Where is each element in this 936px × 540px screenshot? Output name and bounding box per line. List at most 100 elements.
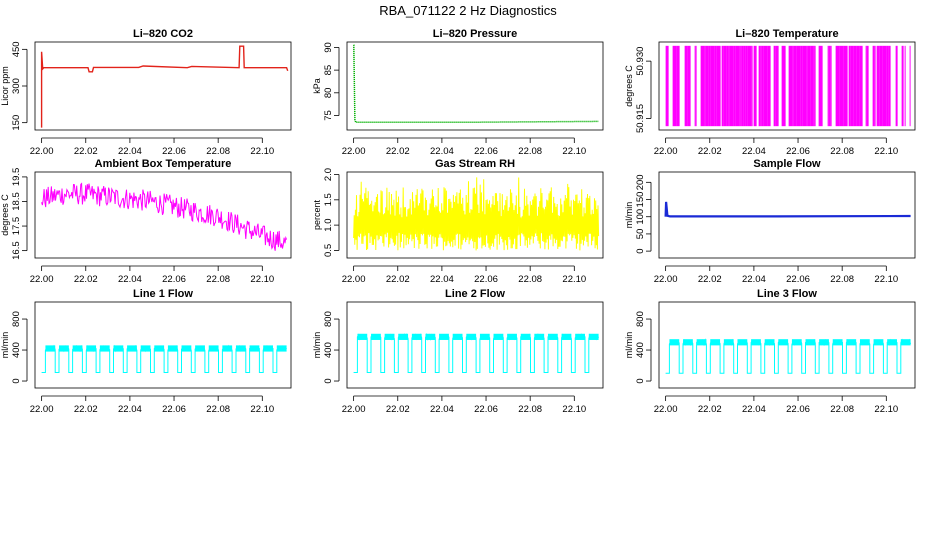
y-axis-label: percent <box>312 199 322 230</box>
x-tick-label: 22.08 <box>206 404 230 415</box>
flow-high-band <box>452 333 463 340</box>
flow-high-band <box>249 345 260 352</box>
temperature-bar <box>705 45 709 127</box>
flow-high-band <box>154 345 165 352</box>
y-axis-label: degrees C <box>624 65 634 107</box>
y-tick-label: 50.930 <box>635 47 646 76</box>
temperature-bar <box>788 45 793 127</box>
panel-title: Gas Stream RH <box>435 158 515 170</box>
y-tick-label: 1.0 <box>323 219 334 232</box>
temperature-bar <box>876 45 880 127</box>
y-tick-label: 50.915 <box>635 104 646 133</box>
flow-high-band <box>819 339 829 346</box>
temperature-bar <box>859 45 863 127</box>
x-tick-label: 22.10 <box>874 274 898 285</box>
y-tick-label: 0 <box>11 378 22 383</box>
panel-title: Line 2 Flow <box>445 288 505 300</box>
temperature-bar <box>665 45 669 127</box>
flow-high-band <box>791 339 802 346</box>
x-axis: 22.00 22.02 22.04 22.06 22.08 22.10 <box>654 265 898 285</box>
temperature-bar <box>760 45 762 127</box>
panel-line3: Line 3 Flow 22.00 22.02 22.04 22.06 22.08 22.1… <box>624 288 916 415</box>
y-tick-label: 150 <box>635 192 646 208</box>
temperature-bar <box>866 45 869 127</box>
panel-pressure: Li–820 Pressure 22.00 22.02 22.04 22.06 22.08… <box>312 28 604 157</box>
plot-frame <box>658 301 916 389</box>
flow-high-band <box>507 333 517 340</box>
x-tick-label: 22.10 <box>874 146 898 157</box>
temperature-bar <box>879 45 883 127</box>
temperature-bar <box>802 45 807 127</box>
temperature-bar <box>758 45 761 127</box>
flow-high-band <box>887 339 897 346</box>
y-tick-label: 0 <box>323 378 334 383</box>
x-tick-label: 22.10 <box>562 146 586 157</box>
series-line3 <box>665 338 912 374</box>
y-axis-label: Licor ppm <box>0 66 10 106</box>
temperature-bar <box>687 45 691 127</box>
y-tick-label: 90 <box>323 42 334 53</box>
x-tick-label: 22.02 <box>74 274 98 285</box>
y-axis: 0 400 800 <box>323 311 340 384</box>
x-tick-label: 22.08 <box>830 404 854 415</box>
flow-high-band <box>276 345 287 352</box>
temperature-bar <box>827 45 829 127</box>
flow-high-band <box>72 345 83 352</box>
flow-high-band <box>710 339 721 346</box>
box-temperature-line <box>41 182 288 251</box>
x-tick-label: 22.00 <box>342 146 366 157</box>
temperature-bar <box>695 45 697 127</box>
figure-title: RBA_071122 2 Hz Diagnostics <box>379 3 557 18</box>
panel-sample_flow: Sample Flow 22.00 22.02 22.04 22.06 22.08 22.1… <box>624 158 916 285</box>
temperature-bar <box>694 45 696 127</box>
temperature-bar <box>708 45 711 127</box>
x-tick-label: 22.06 <box>474 404 498 415</box>
x-tick-label: 22.00 <box>342 274 366 285</box>
flow-high-band <box>167 345 178 352</box>
temperature-bar <box>882 45 887 127</box>
plot-frame <box>34 171 292 259</box>
x-tick-label: 22.08 <box>518 274 542 285</box>
temperature-bar <box>796 45 801 127</box>
temperature-bar <box>853 45 857 127</box>
flow-high-band <box>669 339 680 346</box>
y-tick-label: 450 <box>11 41 22 57</box>
series-box_temp <box>41 182 288 251</box>
x-axis: 22.00 22.02 22.04 22.06 22.08 22.10 <box>30 137 274 157</box>
x-tick-label: 22.06 <box>786 404 810 415</box>
x-tick-label: 22.08 <box>830 274 854 285</box>
y-tick-label: 0.5 <box>323 244 334 257</box>
temperature-bar <box>735 45 740 127</box>
flow-high-band <box>493 333 504 340</box>
y-tick-label: 1.5 <box>323 193 334 206</box>
flow-high-band <box>575 333 585 340</box>
y-tick-label: 800 <box>635 311 646 327</box>
y-tick-label: 200 <box>635 174 646 190</box>
y-axis-label: ml/min <box>624 332 634 359</box>
flow-high-band <box>140 345 151 352</box>
y-tick-label: 400 <box>11 342 22 358</box>
flow-high-band <box>520 333 531 340</box>
panel-title: Li–820 Temperature <box>735 28 838 40</box>
plot-frame <box>346 301 604 389</box>
flow-high-band <box>723 339 734 346</box>
x-tick-label: 22.04 <box>742 404 766 415</box>
x-tick-label: 22.04 <box>742 146 766 157</box>
y-tick-label: 50 <box>635 229 646 240</box>
flow-high-band <box>683 339 693 346</box>
y-axis: 150 300 450 <box>11 41 28 131</box>
y-axis-label: degrees C <box>0 194 10 236</box>
panel-title: Line 3 Flow <box>757 288 817 300</box>
x-tick-label: 22.10 <box>874 404 898 415</box>
line3-flow-line <box>665 338 912 374</box>
series-line1 <box>41 344 287 373</box>
y-axis-label: ml/min <box>0 332 10 359</box>
temperature-bar <box>700 45 705 127</box>
temperature-bar <box>714 45 717 127</box>
x-tick-label: 22.06 <box>162 404 186 415</box>
temperature-bar <box>710 45 715 127</box>
temperature-bar <box>818 45 823 127</box>
